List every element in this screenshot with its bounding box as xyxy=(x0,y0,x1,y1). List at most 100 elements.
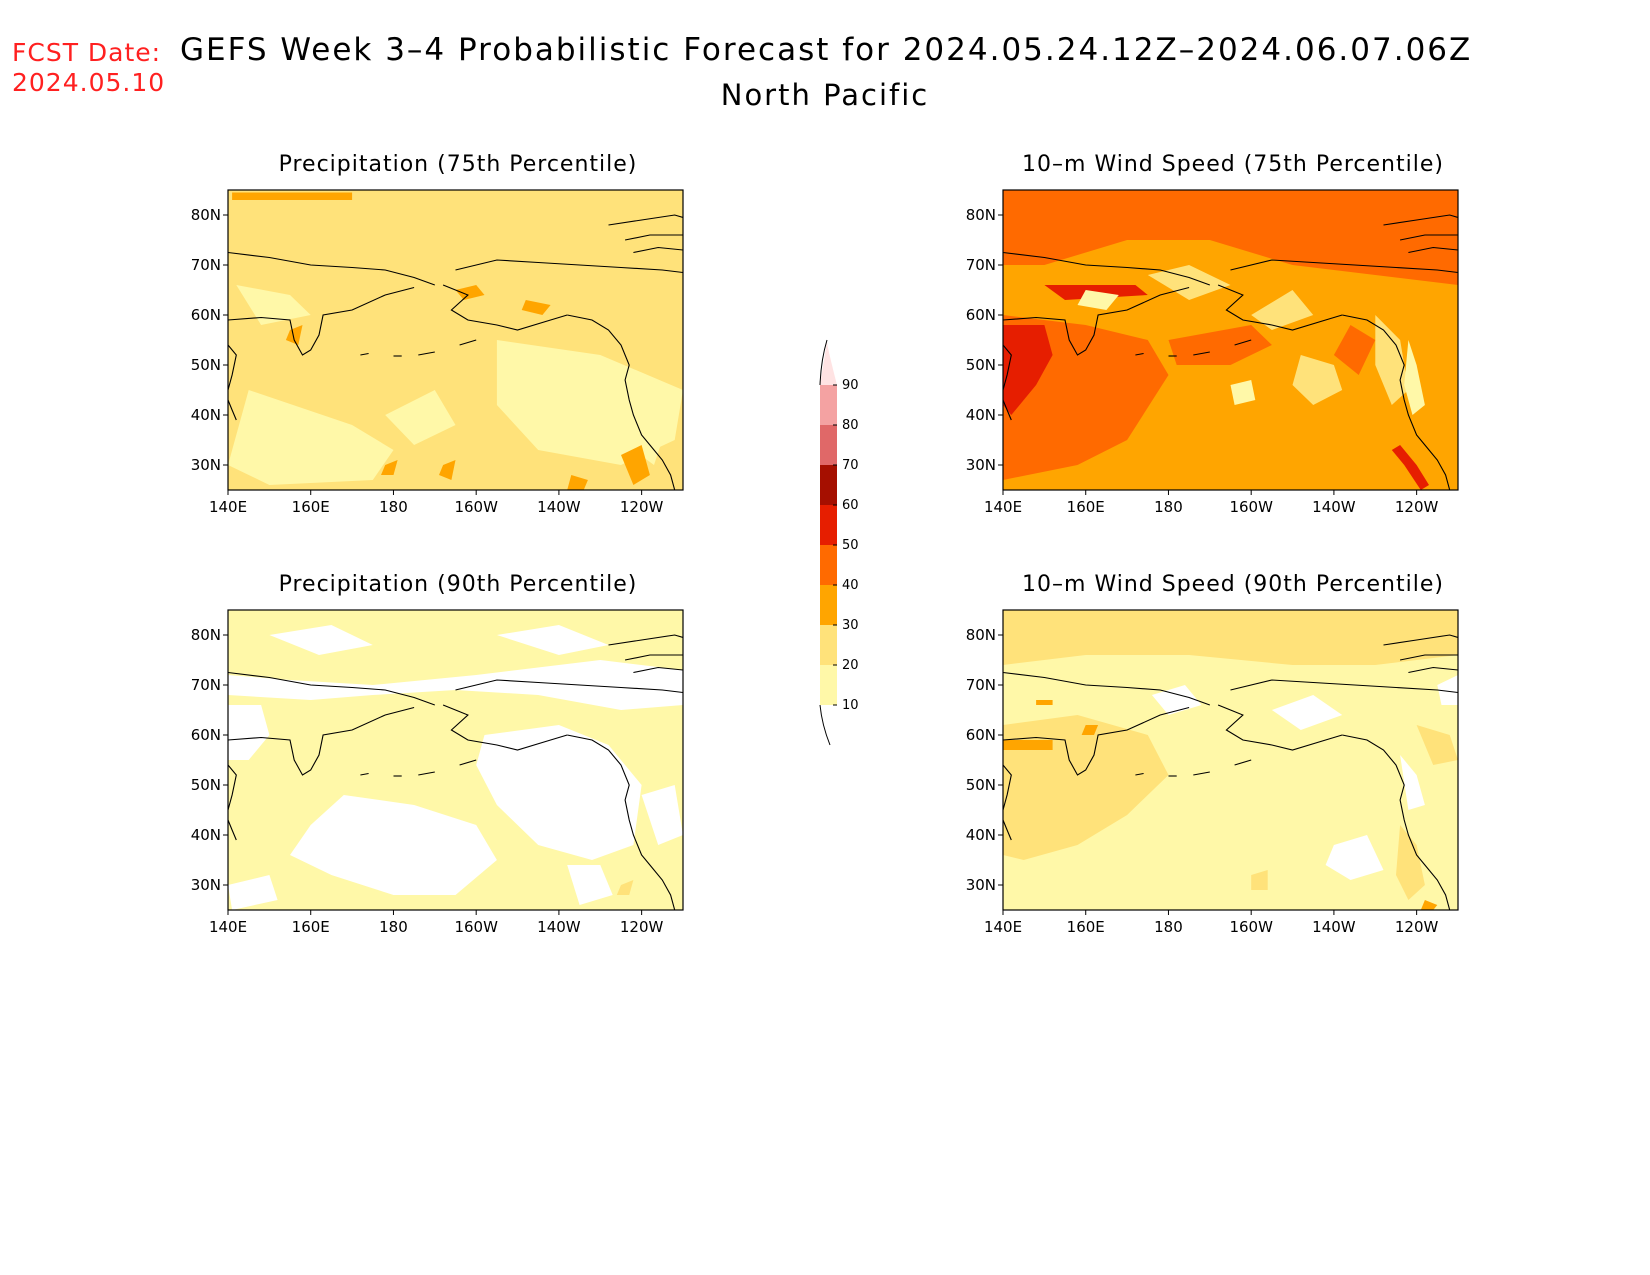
contour-region-white xyxy=(228,875,278,910)
lat-tick-label: 30N xyxy=(191,456,221,474)
contour-region-c30 xyxy=(439,460,456,480)
color-swatch-c50 xyxy=(820,505,837,545)
coastline xyxy=(455,259,683,274)
lat-tick-label: 50N xyxy=(191,776,221,794)
contour-region-c10 xyxy=(1230,380,1256,405)
lat-tick-label: 60N xyxy=(191,306,221,324)
contour-region-c30 xyxy=(1081,725,1099,735)
contour-region-c30 xyxy=(285,325,303,345)
lon-tick-label: 160E xyxy=(1067,498,1105,516)
contour-region-c50 xyxy=(1003,325,1053,415)
contour-region-c20 xyxy=(616,880,634,895)
coastline xyxy=(442,284,568,331)
contour-region-white xyxy=(567,865,613,905)
coastline xyxy=(1342,734,1451,910)
coastline xyxy=(567,734,676,910)
coastline xyxy=(1193,771,1210,776)
contour-region-c20 xyxy=(1396,825,1425,900)
coastline xyxy=(1408,246,1458,254)
lon-tick-label: 120W xyxy=(620,498,664,516)
coastline xyxy=(1003,706,1190,776)
lon-tick-label: 140E xyxy=(209,918,247,936)
contour-region-c20 xyxy=(1251,870,1268,890)
lat-tick-label: 30N xyxy=(966,876,996,894)
color-legend-label: 20 xyxy=(842,658,859,673)
panel-title-wind90: 10–m Wind Speed (90th Percentile) xyxy=(1022,572,1444,597)
coastline xyxy=(442,704,568,751)
lat-tick-label: 40N xyxy=(191,826,221,844)
lon-tick-label: 140E xyxy=(984,918,1022,936)
lat-tick-label: 30N xyxy=(191,876,221,894)
contour-region-c10 xyxy=(1404,340,1425,415)
forecast-date-value: 2024.05.10 xyxy=(12,68,166,97)
contour-region-white xyxy=(290,795,497,895)
coastline xyxy=(1234,759,1252,766)
coastline xyxy=(459,339,477,346)
coastline xyxy=(1399,234,1458,241)
coastline xyxy=(1234,339,1252,346)
map-panel-precip90: 140E 160E 180 160W 140W 120W 80N 70N 60N 50N 40N 30… xyxy=(191,609,684,936)
color-legend-label: 50 xyxy=(842,538,859,553)
contour-region-c40 xyxy=(1003,190,1458,285)
coastline xyxy=(1003,819,1012,841)
coastline xyxy=(228,764,237,811)
contour-region-white xyxy=(228,705,270,760)
lon-tick-label: 160W xyxy=(454,498,498,516)
coastline xyxy=(1003,764,1012,811)
coastline xyxy=(459,759,477,766)
coastline xyxy=(418,771,435,776)
lon-tick-label: 160W xyxy=(454,918,498,936)
coastline xyxy=(624,234,683,241)
plot-frame xyxy=(1002,609,1459,911)
color-swatch-c20 xyxy=(820,625,837,665)
lon-tick-label: 120W xyxy=(620,918,664,936)
coastline xyxy=(360,772,369,776)
coastline xyxy=(228,671,435,706)
color-legend-label: 80 xyxy=(842,418,859,433)
color-swatch-c60 xyxy=(820,465,837,505)
contour-region-c10 xyxy=(385,390,456,445)
color-legend-label: 60 xyxy=(842,498,859,513)
coastline xyxy=(1399,654,1458,661)
contour-region-white xyxy=(641,785,683,845)
coastline xyxy=(624,654,683,661)
coastline xyxy=(567,314,676,490)
color-legend-label: 10 xyxy=(842,698,859,713)
contour-region-white xyxy=(496,625,609,655)
lat-tick-label: 40N xyxy=(191,406,221,424)
contour-region-c20 xyxy=(1147,265,1231,300)
map-panel-precip75: 140E 160E 180 160W 140W 120W 80N 70N 60N 50N 40N 30… xyxy=(191,189,684,516)
color-swatch-c70 xyxy=(820,425,837,465)
panel-title-wind75: 10–m Wind Speed (75th Percentile) xyxy=(1022,152,1444,177)
coastline xyxy=(228,819,237,841)
contour-region-c20 xyxy=(1251,290,1314,330)
lat-tick-label: 80N xyxy=(191,206,221,224)
page-title: GEFS Week 3–4 Probabilistic Forecast for… xyxy=(180,32,1473,68)
coastline xyxy=(1230,679,1458,694)
coastline xyxy=(1003,344,1012,391)
contour-region-white xyxy=(269,625,373,655)
contour-region-c10 xyxy=(1077,290,1119,310)
lat-tick-label: 80N xyxy=(966,206,996,224)
coastline xyxy=(1383,634,1458,646)
color-swatch-c90 xyxy=(820,342,837,385)
coastline xyxy=(1193,351,1210,356)
coastline xyxy=(455,679,683,694)
contour-region-c30 xyxy=(381,460,398,475)
coastline xyxy=(1003,286,1190,356)
map-panel-wind75: 140E 160E 180 160W 140W 120W 80N 70N 60N 50N 40N 30… xyxy=(966,189,1459,516)
contour-region-c30 xyxy=(521,300,551,315)
coastline xyxy=(1003,671,1210,706)
color-legend-label: 70 xyxy=(842,458,859,473)
lon-tick-label: 120W xyxy=(1395,498,1439,516)
contour-region-c30 xyxy=(232,192,353,200)
forecast-date-block: FCST Date: 2024.05.10 xyxy=(12,38,165,98)
coastline xyxy=(633,246,683,254)
lat-tick-label: 40N xyxy=(966,826,996,844)
contour-region-c10 xyxy=(228,390,394,485)
contour-region-c30 xyxy=(1420,900,1438,910)
contour-region-white xyxy=(1325,835,1384,880)
lat-tick-label: 80N xyxy=(966,626,996,644)
lon-tick-label: 160E xyxy=(292,918,330,936)
contour-region-white xyxy=(1271,695,1343,730)
